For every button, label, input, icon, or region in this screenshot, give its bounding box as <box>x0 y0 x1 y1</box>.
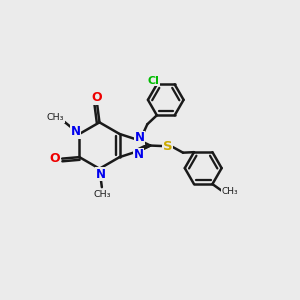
Text: N: N <box>135 131 145 144</box>
Text: CH₃: CH₃ <box>93 190 111 199</box>
Text: S: S <box>163 140 172 153</box>
Text: N: N <box>71 125 81 138</box>
Text: Cl: Cl <box>147 76 159 86</box>
Text: CH₃: CH₃ <box>221 187 238 196</box>
Text: CH₃: CH₃ <box>47 113 64 122</box>
Text: N: N <box>134 148 143 161</box>
Text: O: O <box>50 152 60 165</box>
Text: O: O <box>92 91 102 104</box>
Text: N: N <box>96 168 106 181</box>
